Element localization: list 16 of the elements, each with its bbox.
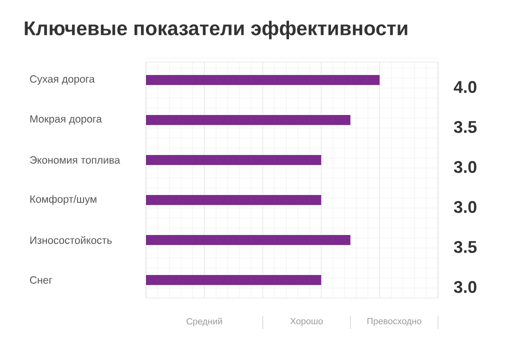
data-label: 3.5 (454, 240, 477, 254)
text: Хорошо (290, 318, 323, 326)
data-label: 4.0 (454, 81, 476, 94)
y-tick-label: Экономия топлива (30, 156, 120, 164)
data-label: 3.0 (454, 280, 476, 294)
data-label: 3.0 (454, 200, 476, 214)
y-tick-label: Снег (30, 276, 52, 284)
y-tick-label: Сухая дорога (30, 75, 95, 85)
text: Средний (186, 318, 222, 326)
data-label: 3.0 (454, 160, 476, 174)
y-tick-label: Износостойкость (30, 236, 112, 244)
chart-title: Ключевые показатели эффективности (24, 20, 408, 40)
y-tick-label: Комфорт/шум (30, 195, 96, 205)
text: Превосходно (367, 318, 422, 326)
data-label: 3.5 (454, 120, 477, 134)
y-tick-label: Мокрая дорога (30, 115, 102, 125)
